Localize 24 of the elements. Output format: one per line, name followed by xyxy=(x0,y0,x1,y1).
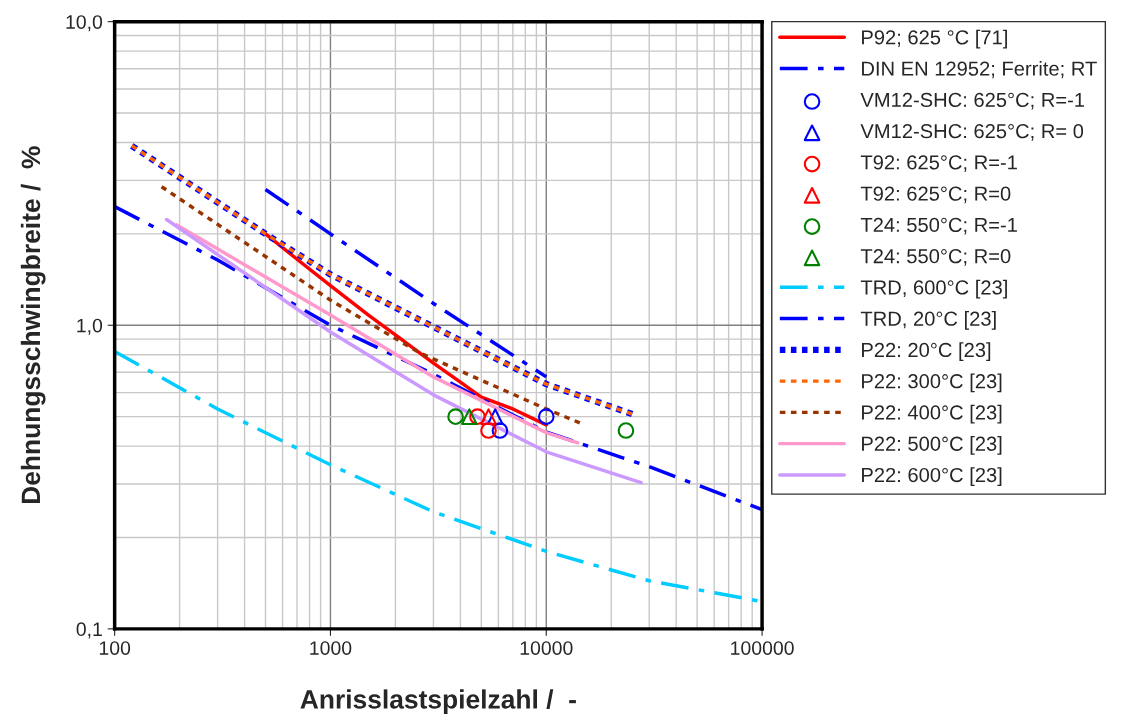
legend-label: P92; 625 °C [71] xyxy=(862,29,1007,49)
legend-label: VM12-SHC: 625°C; R= 0 xyxy=(860,124,1084,141)
y-tick-label: 1,0 xyxy=(77,318,103,335)
legend-label: T24: 550°C; R=-1 xyxy=(860,217,1017,235)
legend-label: P22: 20°C [23] xyxy=(862,342,991,362)
x-tick-label: 1000 xyxy=(310,641,352,655)
legend-label: P22: 500°C [23] xyxy=(862,436,1002,455)
legend-label: P22: 600°C [23] xyxy=(862,467,1002,487)
x-tick-label: 100 xyxy=(99,641,131,655)
y-tick-label: 0,1 xyxy=(76,622,102,639)
legend-label: T92: 625°C; R=-1 xyxy=(860,155,1017,172)
legend-label: TRD, 20°C [23] xyxy=(860,311,996,330)
legend-label: DIN EN 12952; Ferrite; RT xyxy=(862,60,1097,79)
legend-label: VM12-SHC: 625°C; R=-1 xyxy=(860,92,1085,110)
x-tick-label: 10000 xyxy=(520,641,573,655)
legend-label: TRD, 600°C [23] xyxy=(860,279,1007,299)
legend-label: P22: 300°C [23] xyxy=(862,373,1002,393)
legend-label: P22: 400°C [23] xyxy=(862,404,1002,424)
y-axis-title: Dehnungsschwingbreite / % xyxy=(20,146,46,504)
x-tick-label: 100000 xyxy=(731,641,794,655)
x-axis-title: Anrisslastspielzahl / - xyxy=(300,689,576,714)
legend-label: T24: 550°C; R=0 xyxy=(860,249,1011,266)
y-tick-label: 10,0 xyxy=(66,15,103,32)
legend-label: T92: 625°C; R=0 xyxy=(860,186,1011,204)
